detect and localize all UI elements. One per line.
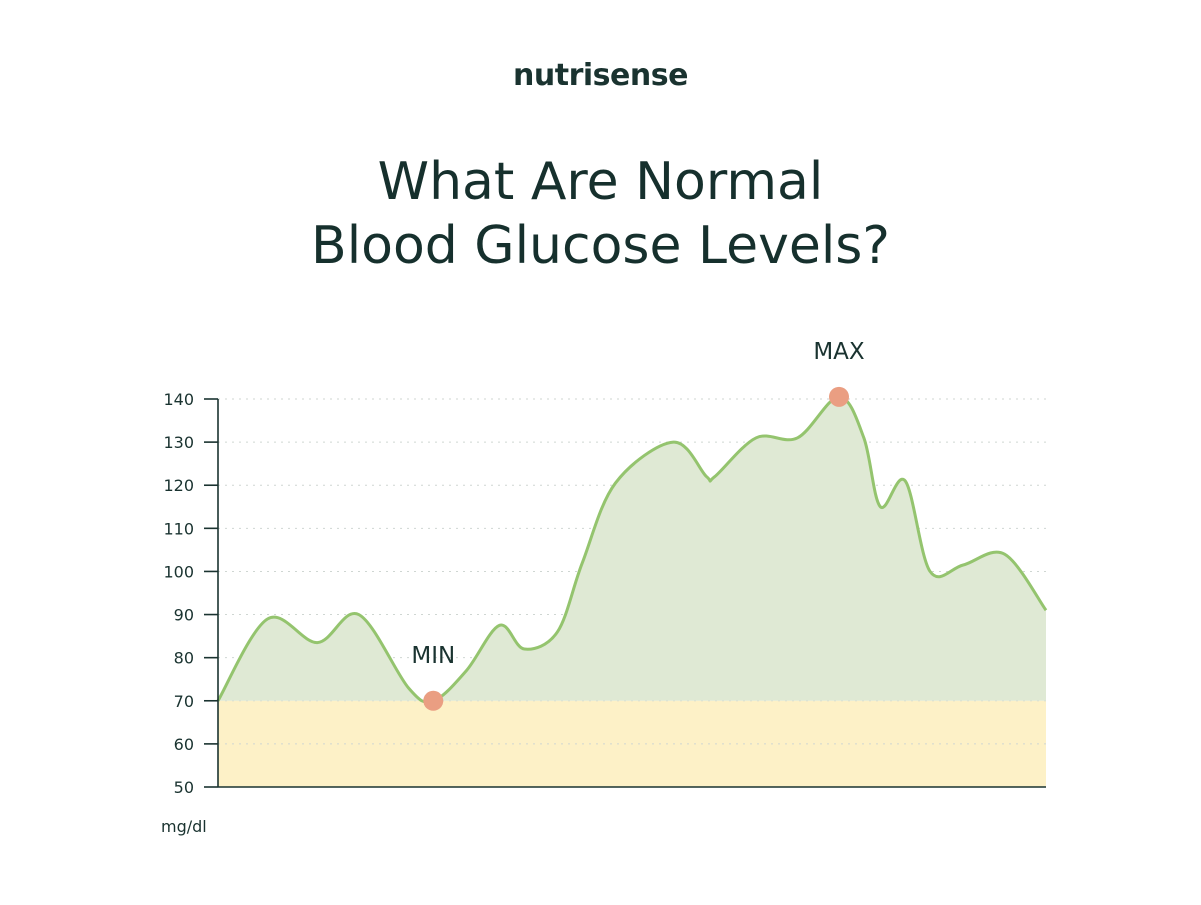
annotations: MIN MAX xyxy=(411,339,865,711)
y-tick-label: 50 xyxy=(174,778,194,797)
y-tick-label: 110 xyxy=(163,519,194,538)
glucose-line xyxy=(216,395,1048,704)
brand-logo: nutrisense xyxy=(513,58,688,93)
max-marker xyxy=(829,386,849,407)
max-label: MAX xyxy=(813,339,865,365)
y-tick-label: 70 xyxy=(174,692,194,711)
area-layer xyxy=(218,396,1046,702)
page-title: What Are Normal Blood Glucose Levels? xyxy=(0,150,1201,278)
y-tick-label: 80 xyxy=(174,649,194,668)
page-title-line-2: Blood Glucose Levels? xyxy=(311,216,890,276)
min-label: MIN xyxy=(411,643,455,669)
y-tick-label: 60 xyxy=(174,735,194,754)
y-tick-label: 130 xyxy=(163,433,194,452)
y-axis-unit-label: mg/dl xyxy=(161,817,207,836)
y-tick-label: 140 xyxy=(163,390,194,409)
glucose-area xyxy=(218,396,1046,702)
y-axis: 140 130 120 110 100 90 80 70 60 50 xyxy=(163,390,1046,797)
page-title-line-1: What Are Normal xyxy=(377,152,824,212)
y-tick-label: 100 xyxy=(163,562,194,581)
y-tick-label: 90 xyxy=(174,606,194,625)
line-layer xyxy=(216,395,1048,704)
y-tick-label: 120 xyxy=(163,476,194,495)
min-marker xyxy=(423,690,444,711)
